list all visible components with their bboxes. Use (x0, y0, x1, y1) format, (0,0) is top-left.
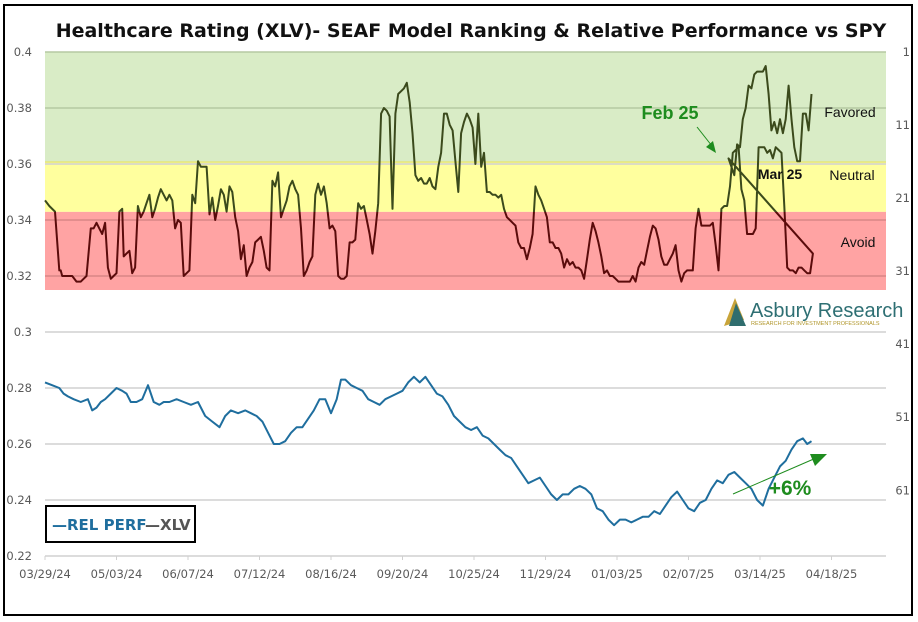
band-label-avoid: Avoid (841, 234, 876, 250)
feb-arrow (696, 126, 716, 153)
x-tick-label: 01/03/25 (591, 567, 643, 581)
x-tick-label: 11/29/24 (520, 567, 572, 581)
xlv-line (44, 65, 814, 283)
band-label-favored: Favored (824, 104, 875, 120)
x-tick-label: 09/20/24 (377, 567, 429, 581)
band-label-neutral: Neutral (829, 167, 874, 183)
legend-rel-perf: —REL PERF (52, 516, 147, 534)
x-tick-label: 02/07/25 (663, 567, 715, 581)
series-rel-perf (44, 375, 813, 527)
series-xlv (44, 65, 814, 283)
left-axis: 0.4 0.38 0.36 0.34 0.32 0.3 0.28 0.26 0.24 0.22 (6, 45, 32, 563)
right-tick-label: 1 (903, 45, 910, 59)
arrow-head-icon (810, 454, 827, 466)
logo-tagline: RESEARCH FOR INVESTMENT PROFESSIONALS (751, 321, 880, 327)
rel-perf-line (44, 375, 813, 527)
logo-name: Asbury Research (750, 300, 903, 322)
x-tick-label: 03/14/25 (734, 567, 786, 581)
x-tick-label: 08/16/24 (305, 567, 357, 581)
annotation-plus-6pct: +6% (769, 477, 812, 500)
left-tick-label: 0.4 (14, 45, 32, 59)
left-tick-label: 0.34 (6, 213, 32, 227)
x-axis: 03/29/24 05/03/24 06/07/24 07/12/24 08/16/24… (19, 556, 857, 581)
left-tick-label: 0.22 (6, 549, 32, 563)
pct-arrow (732, 454, 827, 495)
left-tick-label: 0.36 (6, 157, 32, 171)
arrow-head-icon (706, 141, 716, 153)
right-tick-label: 41 (895, 337, 910, 351)
annotation-feb-25: Feb 25 (641, 103, 698, 123)
chart-title: Healthcare Rating (XLV)- SEAF Model Rank… (56, 20, 887, 42)
asbury-research-logo: Asbury Research RESEARCH FOR INVESTMENT … (724, 298, 903, 327)
right-tick-label: 31 (895, 264, 910, 278)
x-tick-label: 06/07/24 (162, 567, 214, 581)
left-tick-label: 0.3 (14, 325, 32, 339)
legend: —REL PERF —XLV (45, 505, 196, 543)
band-favored (45, 52, 886, 163)
right-tick-label: 11 (895, 118, 910, 132)
x-tick-label: 03/29/24 (19, 567, 71, 581)
left-tick-label: 0.26 (6, 437, 32, 451)
left-tick-label: 0.38 (6, 101, 32, 115)
left-tick-label: 0.32 (6, 269, 32, 283)
x-tick-label: 04/18/25 (806, 567, 858, 581)
x-tick-label: 07/12/24 (234, 567, 286, 581)
left-tick-label: 0.28 (6, 381, 32, 395)
band-avoid (45, 211, 886, 290)
left-tick-label: 0.24 (6, 493, 32, 507)
right-tick-label: 61 (895, 483, 910, 497)
legend-xlv: —XLV (145, 516, 191, 534)
right-tick-label: 51 (895, 410, 910, 424)
logo-mark-icon (724, 298, 746, 326)
right-tick-label: 21 (895, 191, 910, 205)
annotation-mar-25: Mar 25 (758, 166, 803, 182)
x-tick-label: 10/25/24 (448, 567, 500, 581)
band-neutral (45, 162, 886, 212)
x-tick-label: 05/03/24 (91, 567, 143, 581)
